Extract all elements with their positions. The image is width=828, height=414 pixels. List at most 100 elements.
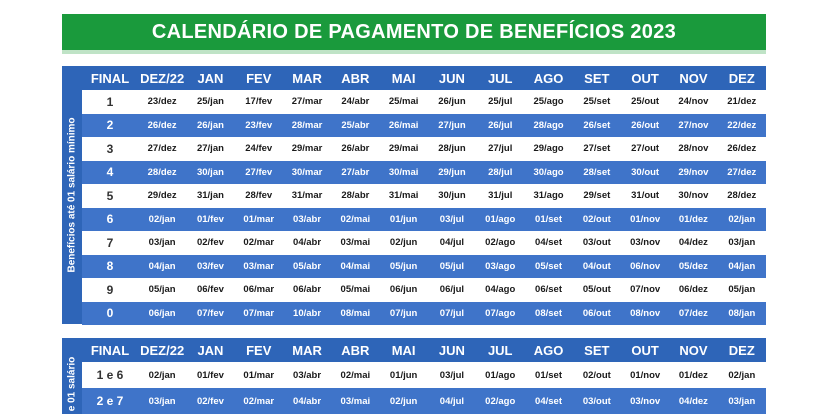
- payment-date-cell: 24/nov: [669, 90, 718, 114]
- payment-date-cell: 02/jun: [379, 231, 428, 255]
- payment-date-cell: 26/dez: [138, 113, 187, 137]
- payment-date-cell: 03/jan: [138, 388, 187, 414]
- payment-date-cell: 07/mar: [234, 301, 283, 325]
- header-month: DEZ/22: [138, 338, 187, 362]
- payment-date-cell: 02/jun: [379, 388, 428, 414]
- payment-date-cell: 27/nov: [669, 113, 718, 137]
- payment-date-cell: 04/abr: [282, 231, 332, 255]
- payment-date-cell: 04/dez: [669, 388, 718, 414]
- payment-date-cell: 26/jul: [476, 113, 525, 137]
- final-digit-cell: 2 e 7: [82, 388, 138, 414]
- payment-date-cell: 27/dez: [717, 160, 766, 184]
- table-row: 8 04/jan 03/fev 03/mar 05/abr 04/mai 05/jun 05/…: [82, 254, 766, 278]
- payment-date-cell: 02/mai: [331, 207, 380, 231]
- final-digit-cell: 2: [82, 113, 138, 137]
- header-month: OUT: [620, 66, 670, 90]
- payment-date-cell: 03/mai: [331, 231, 380, 255]
- payment-date-cell: 05/jul: [427, 254, 477, 278]
- payment-date-cell: 06/set: [524, 278, 573, 302]
- payment-date-cell: 27/abr: [331, 160, 380, 184]
- payment-date-cell: 29/jun: [427, 160, 477, 184]
- payment-date-cell: 04/jan: [717, 254, 766, 278]
- payment-date-cell: 02/out: [572, 207, 621, 231]
- payment-date-cell: 04/out: [572, 254, 621, 278]
- payment-date-cell: 07/nov: [620, 278, 670, 302]
- payment-date-cell: 26/out: [620, 113, 670, 137]
- payment-date-cell: 01/mar: [234, 362, 283, 388]
- payment-date-cell: 26/set: [572, 113, 621, 137]
- title-banner: CALENDÁRIO DE PAGAMENTO DE BENEFÍCIOS 20…: [62, 14, 766, 54]
- payment-date-cell: 08/nov: [620, 301, 670, 325]
- payment-date-cell: 28/mar: [282, 113, 332, 137]
- payment-date-cell: 04/abr: [282, 388, 332, 414]
- payment-date-cell: 26/jan: [186, 113, 235, 137]
- table-header-row: FINAL DEZ/22 JAN FEV MAR ABR MAI JUN JUL AGO SET OU…: [82, 338, 766, 362]
- payment-date-cell: 27/jan: [186, 137, 235, 161]
- payment-date-cell: 30/ago: [524, 160, 573, 184]
- payment-date-cell: 07/jun: [379, 301, 428, 325]
- payment-date-cell: 27/fev: [234, 160, 283, 184]
- payment-date-cell: 03/abr: [282, 207, 332, 231]
- payment-date-cell: 30/mar: [282, 160, 332, 184]
- header-month: MAR: [282, 338, 332, 362]
- payment-date-cell: 25/ago: [524, 90, 573, 114]
- payment-date-cell: 28/set: [572, 160, 621, 184]
- payment-date-cell: 03/abr: [282, 362, 332, 388]
- payment-date-cell: 30/jun: [427, 184, 477, 208]
- final-digit-cell: 1 e 6: [82, 362, 138, 388]
- final-digit-cell: 6: [82, 207, 138, 231]
- payment-date-cell: 30/jan: [186, 160, 235, 184]
- payment-date-cell: 26/abr: [331, 137, 380, 161]
- payment-date-cell: 07/fev: [186, 301, 235, 325]
- final-digit-cell: 5: [82, 184, 138, 208]
- header-month: AGO: [524, 66, 573, 90]
- payment-date-cell: 01/nov: [620, 207, 670, 231]
- payment-date-cell: 03/jan: [717, 231, 766, 255]
- payment-date-cell: 01/set: [524, 362, 573, 388]
- payment-date-cell: 06/dez: [669, 278, 718, 302]
- payment-date-cell: 22/dez: [717, 113, 766, 137]
- payment-date-cell: 04/dez: [669, 231, 718, 255]
- payment-date-cell: 24/abr: [331, 90, 380, 114]
- payment-date-cell: 02/fev: [186, 388, 235, 414]
- payment-date-cell: 05/abr: [282, 254, 332, 278]
- table-row: 5 29/dez 31/jan 28/fev 31/mar 28/abr 31/mai 30/…: [82, 184, 766, 208]
- payment-date-cell: 02/jan: [138, 207, 187, 231]
- payment-date-cell: 06/abr: [282, 278, 332, 302]
- payment-date-cell: 01/nov: [620, 362, 670, 388]
- payment-date-cell: 03/mar: [234, 254, 283, 278]
- header-month: AGO: [524, 338, 573, 362]
- payment-date-cell: 04/jan: [138, 254, 187, 278]
- payment-date-cell: 03/jan: [138, 231, 187, 255]
- payment-date-cell: 04/mai: [331, 254, 380, 278]
- header-month: MAI: [379, 338, 428, 362]
- payment-date-cell: 30/out: [620, 160, 670, 184]
- payment-date-cell: 05/set: [524, 254, 573, 278]
- payment-date-cell: 02/jan: [717, 207, 766, 231]
- payment-date-cell: 01/mar: [234, 207, 283, 231]
- payment-table-minimum-wage: Benefícios até 01 salário mínimo FINAL DE…: [62, 66, 766, 325]
- header-month: FEV: [234, 66, 283, 90]
- payment-date-cell: 03/jul: [427, 207, 477, 231]
- payment-date-cell: 25/mai: [379, 90, 428, 114]
- header-month: MAR: [282, 66, 332, 90]
- payment-date-cell: 05/jan: [138, 278, 187, 302]
- payment-date-cell: 03/ago: [476, 254, 525, 278]
- payment-date-cell: 10/abr: [282, 301, 332, 325]
- payment-date-cell: 02/mar: [234, 231, 283, 255]
- payment-date-cell: 05/dez: [669, 254, 718, 278]
- payment-date-cell: 03/nov: [620, 231, 670, 255]
- payment-date-cell: 01/ago: [476, 207, 525, 231]
- side-label-minimum-wage: Benefícios até 01 salário mínimo: [62, 66, 82, 324]
- payment-date-cell: 31/mai: [379, 184, 428, 208]
- payment-date-cell: 02/ago: [476, 388, 525, 414]
- header-month: MAI: [379, 66, 428, 90]
- payment-date-cell: 08/set: [524, 301, 573, 325]
- payment-date-cell: 03/out: [572, 388, 621, 414]
- table-row: 7 03/jan 02/fev 02/mar 04/abr 03/mai 02/jun 04/…: [82, 231, 766, 255]
- final-digit-cell: 0: [82, 301, 138, 325]
- final-digit-cell: 3: [82, 137, 138, 161]
- payment-date-cell: 31/jan: [186, 184, 235, 208]
- payment-date-cell: 28/dez: [717, 184, 766, 208]
- payment-date-cell: 01/jun: [379, 207, 428, 231]
